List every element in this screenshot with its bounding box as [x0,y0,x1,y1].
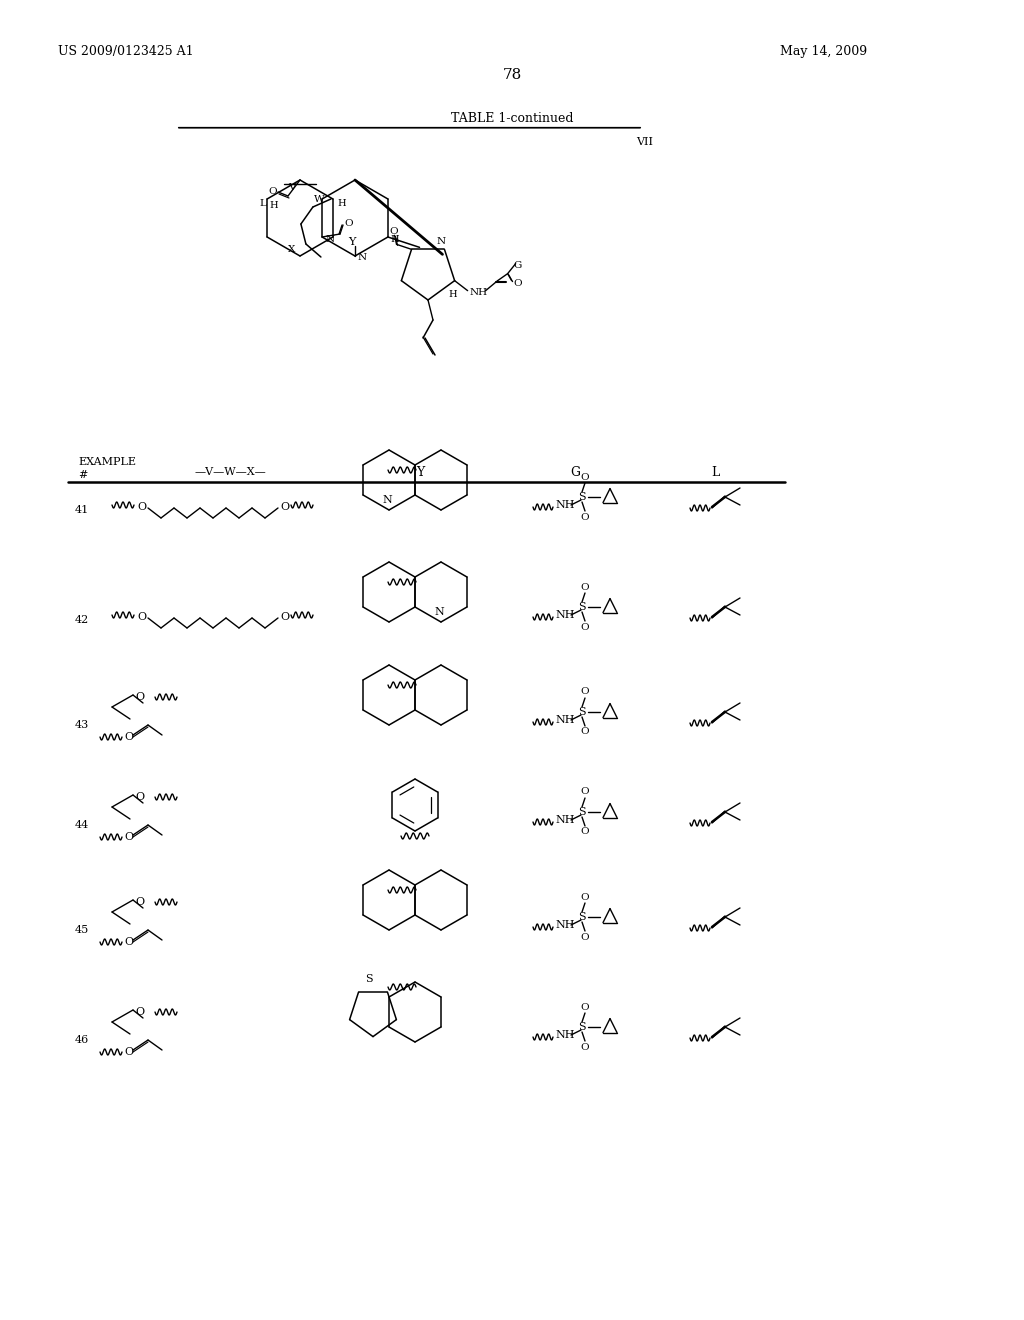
Text: NH: NH [555,920,574,931]
Text: H: H [269,201,278,210]
Text: S: S [579,912,586,921]
Text: O: O [389,227,398,236]
Text: O: O [581,932,590,941]
Text: EXAMPLE: EXAMPLE [78,457,136,467]
Text: L: L [711,466,719,479]
Text: O: O [581,892,590,902]
Text: N: N [437,236,446,246]
Text: O: O [581,512,590,521]
Text: May 14, 2009: May 14, 2009 [780,45,867,58]
Text: O: O [136,792,145,803]
Text: O: O [137,612,146,622]
Text: O: O [124,1047,133,1057]
Text: O: O [581,828,590,837]
Text: S: S [579,807,586,817]
Text: O: O [581,788,590,796]
Text: N: N [325,235,334,243]
Text: 43: 43 [75,719,89,730]
Text: O: O [136,692,145,702]
Text: 42: 42 [75,615,89,624]
Text: O: O [137,502,146,512]
Text: O: O [280,612,289,622]
Text: H: H [390,235,398,243]
Text: G: G [570,466,580,479]
Text: 46: 46 [75,1035,89,1045]
Text: 41: 41 [75,506,89,515]
Text: S: S [579,708,586,717]
Text: —V—W—X—: —V—W—X— [195,467,266,477]
Text: O: O [581,473,590,482]
Text: O: O [344,219,352,227]
Text: O: O [280,502,289,512]
Text: O: O [581,1002,590,1011]
Text: H: H [337,198,345,207]
Text: S: S [579,492,586,502]
Text: O: O [124,937,133,946]
Text: TABLE 1-continued: TABLE 1-continued [451,111,573,124]
Text: 78: 78 [503,69,521,82]
Text: O: O [268,187,278,197]
Text: NH: NH [555,1030,574,1040]
Text: N: N [358,253,368,263]
Text: O: O [581,688,590,697]
Text: G: G [514,261,522,271]
Text: 45: 45 [75,925,89,935]
Text: O: O [136,898,145,907]
Text: O: O [124,832,133,842]
Text: Y: Y [416,466,424,479]
Text: NH: NH [555,610,574,620]
Text: H: H [449,290,457,300]
Text: N: N [434,607,443,616]
Text: L: L [259,199,266,209]
Text: X: X [289,246,296,255]
Text: W: W [313,194,325,203]
Text: #: # [78,470,87,480]
Text: N: N [382,495,392,506]
Text: NH: NH [470,288,487,297]
Text: O: O [581,582,590,591]
Text: O: O [581,727,590,737]
Text: Y: Y [348,238,355,247]
Text: NH: NH [555,500,574,510]
Text: NH: NH [555,715,574,725]
Text: S: S [579,602,586,612]
Text: O: O [581,1043,590,1052]
Text: O: O [124,733,133,742]
Text: O: O [514,279,522,288]
Text: 44: 44 [75,820,89,830]
Text: O: O [136,1007,145,1016]
Text: S: S [579,1022,586,1032]
Text: VII: VII [636,137,653,147]
Text: NH: NH [555,814,574,825]
Text: O: O [581,623,590,631]
Text: V: V [288,183,296,193]
Text: S: S [366,974,373,985]
Text: US 2009/0123425 A1: US 2009/0123425 A1 [58,45,194,58]
